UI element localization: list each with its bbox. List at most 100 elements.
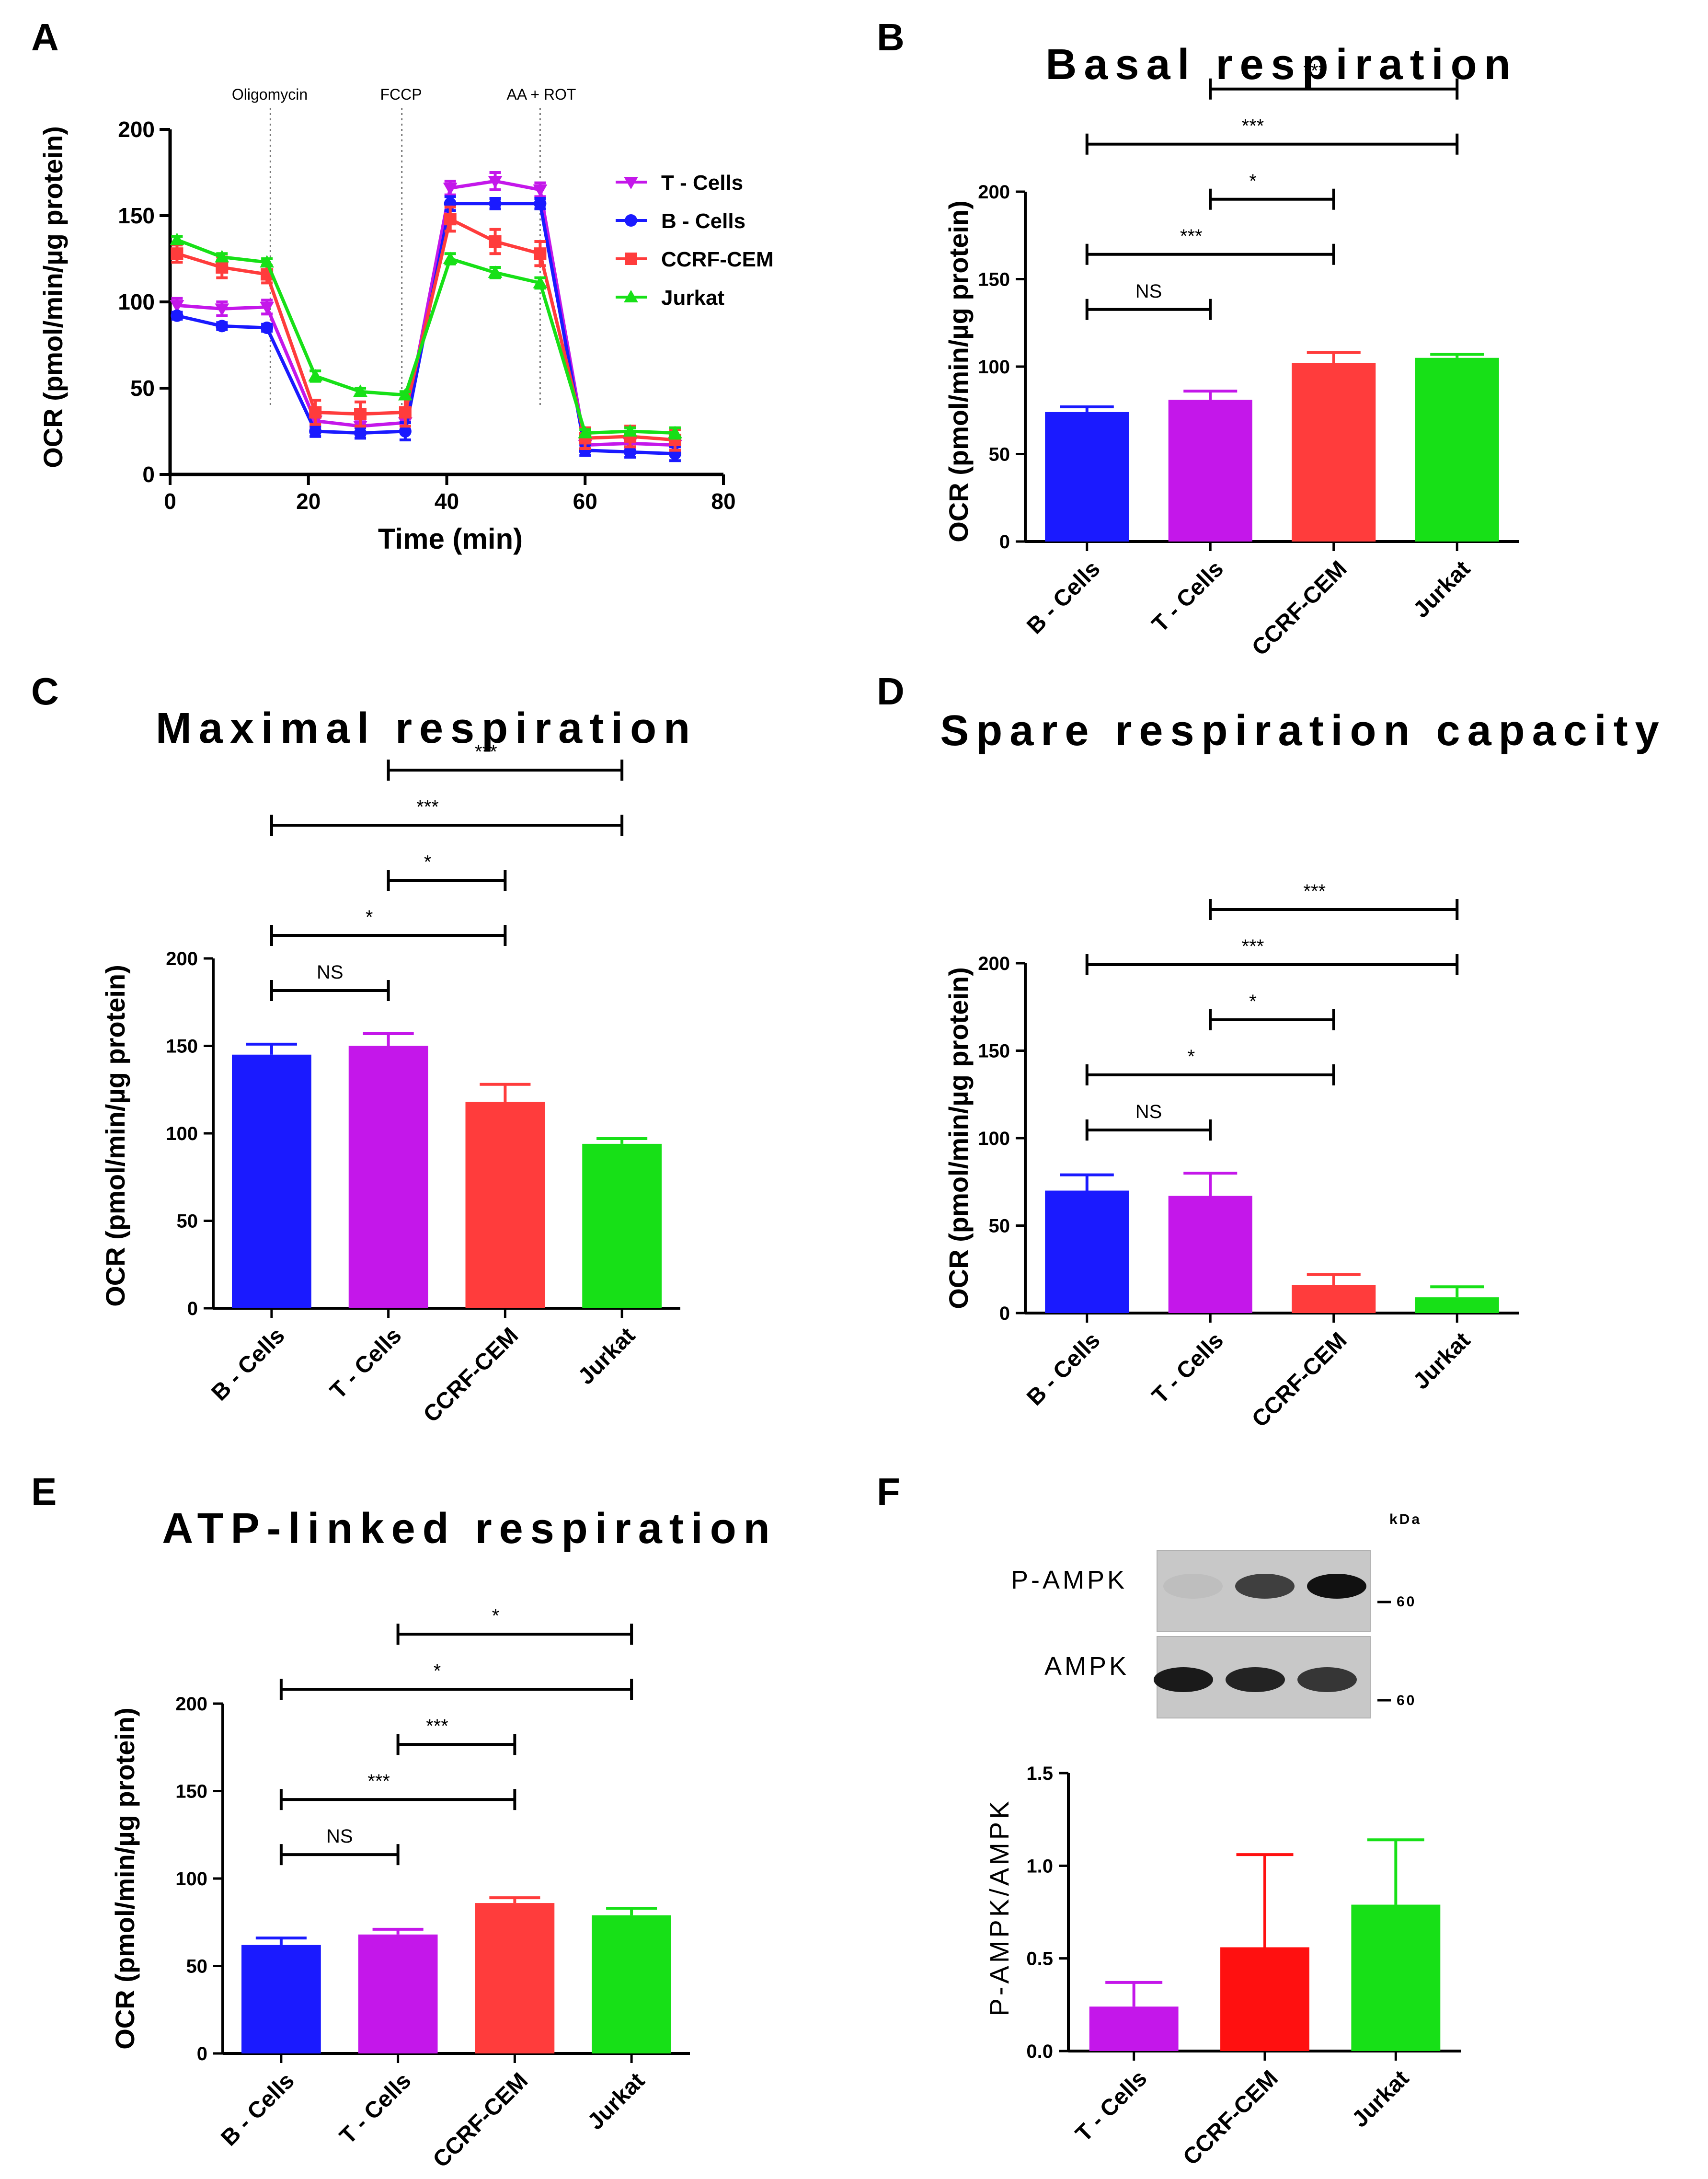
- a-data-point: [624, 446, 637, 459]
- title-c: Maximal respiration: [156, 704, 697, 752]
- panel-label-c: C: [31, 670, 59, 713]
- panel-label-a: A: [31, 16, 59, 58]
- c-significance-label: *: [424, 852, 432, 873]
- c-significance-bracket: *: [270, 907, 507, 946]
- c-y-tick-label: 200: [166, 948, 198, 969]
- panel-a-line-chart: 0 50 100 150 200 0 20 40 60 80 T - Cells B - Cells C…: [118, 108, 774, 514]
- c-significance-label: ***: [416, 796, 439, 818]
- a-data-point: [488, 175, 503, 188]
- a-data-point: [443, 183, 458, 196]
- d-bar: [1045, 1190, 1129, 1313]
- a-y-axis-label: OCR (pmol/min/µg protein): [38, 126, 68, 468]
- a-legend-marker: [624, 290, 638, 303]
- f-bar: [1220, 1947, 1309, 2051]
- e-significance-label: *: [492, 1605, 500, 1626]
- c-y-tick-label: 100: [166, 1123, 198, 1144]
- a-data-point: [170, 300, 184, 313]
- c-significance-label: ***: [475, 741, 497, 762]
- title-d: Spare respiration capacity: [940, 707, 1666, 755]
- e-y-tick-label: 0: [197, 2043, 207, 2064]
- d-significance-bracket: *: [1209, 991, 1335, 1030]
- a-treatment-fccp: FCCP: [380, 86, 422, 103]
- d-significance-bracket: ***: [1209, 881, 1459, 920]
- c-significance-bracket: *: [387, 852, 507, 891]
- b-significance-label: ***: [1303, 60, 1326, 81]
- c-significance-label: *: [366, 907, 373, 928]
- e-bar: [358, 1934, 438, 2053]
- a-data-point: [354, 427, 367, 439]
- f-blot-marker-60-bottom: 60: [1397, 1693, 1416, 1708]
- panel-label-b: B: [877, 16, 905, 58]
- a-x-tick-label: 80: [711, 489, 735, 514]
- a-series-line: [177, 179, 676, 447]
- b-significance-bracket: *: [1209, 171, 1335, 210]
- e-significance-bracket: *: [396, 1605, 633, 1645]
- d-y-tick-label: 150: [978, 1041, 1010, 1062]
- b-y-tick-label: 100: [978, 357, 1010, 378]
- b-significance-bracket: ***: [1085, 226, 1335, 265]
- a-data-point: [533, 184, 548, 197]
- f-bar: [1089, 2006, 1179, 2051]
- title-e: ATP-linked respiration: [162, 1505, 777, 1553]
- d-significance-bracket: ***: [1085, 936, 1459, 975]
- a-data-point: [667, 426, 682, 438]
- d-significance-bracket: *: [1085, 1046, 1335, 1085]
- a-legend-label: CCRF-CEM: [661, 248, 774, 271]
- e-y-tick-label: 100: [175, 1868, 207, 1890]
- c-y-tick-label: 50: [177, 1211, 198, 1232]
- d-significance-label: *: [1249, 991, 1257, 1012]
- b-significance-label: *: [1249, 171, 1257, 192]
- d-y-tick-label: 0: [999, 1303, 1010, 1324]
- a-data-point: [216, 261, 229, 274]
- a-data-point: [261, 322, 274, 334]
- b-significance-bracket: ***: [1209, 60, 1459, 100]
- e-y-axis-label: OCR (pmol/min/µg protein): [110, 1707, 140, 2050]
- b-significance-bracket: ***: [1085, 115, 1459, 155]
- a-data-point: [170, 232, 184, 245]
- a-legend-marker: [625, 214, 637, 227]
- a-x-tick-label: 60: [573, 489, 597, 514]
- d-y-tick-label: 50: [989, 1216, 1010, 1237]
- f-blot-row-label-pampk: P-AMPK: [1011, 1566, 1127, 1594]
- d-bar: [1168, 1196, 1252, 1313]
- e-significance-bracket: ***: [279, 1771, 516, 1810]
- a-data-point: [215, 303, 229, 316]
- f-y-tick-label: 1.5: [1026, 1763, 1053, 1784]
- a-data-point: [353, 384, 367, 397]
- a-series-jurkat: [170, 232, 682, 440]
- a-data-point: [534, 247, 547, 260]
- d-y-tick-label: 100: [978, 1128, 1010, 1149]
- a-data-point: [308, 369, 323, 381]
- f-blot-band: [1235, 1574, 1295, 1599]
- f-blot-band: [1297, 1667, 1357, 1692]
- plot-layer: 0 50 100 150 200 0 20 40 60 80 T - Cells B - Cells C…: [118, 60, 1519, 2173]
- b-significance-label: NS: [1135, 281, 1162, 302]
- a-legend-marker: [625, 253, 637, 265]
- b-y-tick-label: 200: [978, 182, 1010, 203]
- a-x-axis-label: Time (min): [378, 523, 523, 555]
- f-y-tick-label: 0.0: [1026, 2041, 1053, 2062]
- a-data-point: [215, 250, 229, 263]
- a-data-point: [488, 265, 503, 278]
- a-data-point: [444, 213, 457, 226]
- d-bar: [1415, 1297, 1499, 1313]
- c-bar: [465, 1102, 545, 1308]
- a-data-point: [399, 406, 412, 419]
- e-significance-label: *: [434, 1660, 441, 1682]
- d-significance-label: NS: [1135, 1101, 1162, 1122]
- b-significance-label: ***: [1242, 115, 1264, 137]
- e-significance-label: NS: [326, 1826, 353, 1847]
- western-blot: [1154, 1550, 1371, 1718]
- a-y-tick-label: 100: [118, 289, 155, 314]
- e-significance-label: ***: [426, 1716, 448, 1737]
- a-data-point: [354, 408, 367, 420]
- d-significance-label: ***: [1303, 881, 1326, 902]
- a-legend-marker: [624, 176, 638, 189]
- panel-label-d: D: [877, 670, 905, 713]
- b-y-tick-label: 50: [989, 444, 1010, 465]
- b-y-tick-label: 150: [978, 269, 1010, 290]
- c-bar: [348, 1046, 428, 1308]
- a-x-tick-label: 20: [296, 489, 321, 514]
